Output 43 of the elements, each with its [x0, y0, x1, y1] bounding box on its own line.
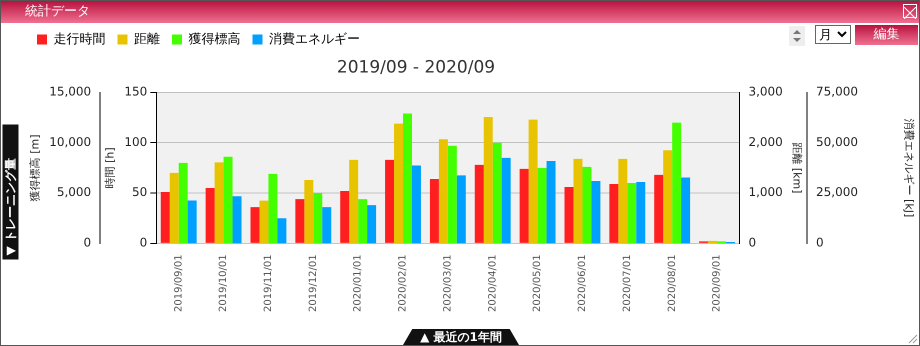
y-axis-title: 時間 [h]	[104, 147, 117, 188]
legend-label: 獲得標高	[188, 30, 240, 47]
y-tick-label: 50,000	[816, 134, 858, 149]
text: 月	[815, 25, 851, 44]
x-tick-label: 2020/05/01	[532, 254, 544, 312]
y2-axis-title: 距離 [km]	[790, 142, 804, 194]
x-tick-label: 2020/09/01	[712, 254, 723, 312]
chart-subtitle: 2019/09 - 2020/09	[336, 58, 496, 78]
y3-tick-label: 15,000	[49, 84, 92, 99]
chart-title: 統計データ	[1, 1, 919, 23]
y3-tick-label: 10,000	[49, 134, 92, 149]
y-tick-label: 100	[124, 134, 148, 149]
y2-tick-label: 2,000	[748, 134, 783, 149]
y2-tick-label: 0	[748, 235, 756, 250]
x-tick-label: 2020/04/01	[487, 254, 498, 312]
legend-label: 走行時間	[54, 32, 106, 47]
x-tick-label: 2019/12/01	[308, 254, 319, 312]
x-tick-label: 2020/03/01	[442, 254, 454, 312]
y-tick-label: 75,000	[816, 84, 858, 99]
y-tick-label: 50	[132, 185, 148, 200]
x-tick-label: 2020/07/01	[622, 254, 633, 312]
text: ▼ トレーニング量	[2, 124, 18, 260]
y3-axis-title: 獲得標高 [m]	[28, 134, 42, 202]
x-tick-label: 2020/06/01	[577, 254, 588, 312]
y-tick-label: 0	[140, 235, 148, 250]
y2-tick-label: 3,000	[748, 84, 783, 99]
y-axis-title: 消費エネルギー [kJ]	[902, 118, 916, 218]
x-tick-label: 2019/09/01	[173, 254, 184, 312]
x-tick-label: 2019/11/01	[263, 254, 274, 312]
y-tick-label: 0	[816, 235, 824, 250]
legend-label: 距離	[134, 32, 160, 47]
text: 編集	[855, 25, 918, 45]
x-tick-label: 2019/10/01	[218, 254, 230, 312]
x-tick-label: 2020/01/01	[352, 254, 364, 312]
text: ▲ 最近の1年間	[403, 329, 519, 345]
y3-tick-label: 5,000	[56, 185, 92, 200]
x-tick-label: 2020/02/01	[398, 254, 409, 312]
legend-label: 消費エネルギー	[269, 32, 360, 47]
y3-tick-label: 0	[84, 235, 92, 250]
y-tick-label: 150	[124, 84, 148, 99]
y-tick-label: 25,000	[816, 185, 858, 200]
x-tick-label: 2020/08/01	[666, 254, 678, 312]
y2-tick-label: 1,000	[748, 185, 783, 200]
